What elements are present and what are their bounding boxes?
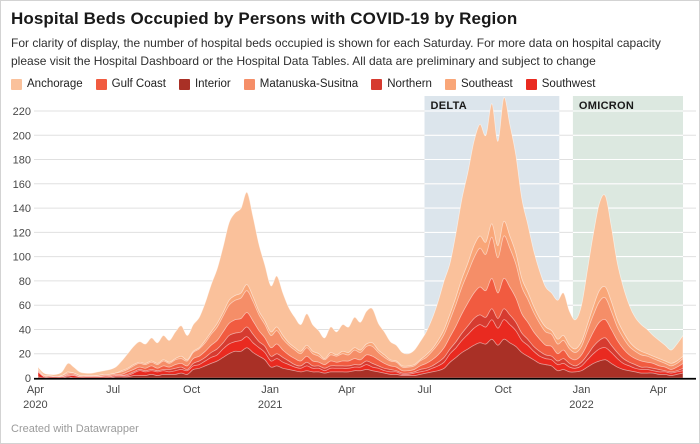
legend-item-matanuska-susitna: Matanuska-Susitna	[243, 78, 359, 91]
legend-label: Matanuska-Susitna	[259, 78, 359, 91]
legend-item-northern: Northern	[371, 78, 432, 90]
highlight-label-omicron: OMICRON	[579, 100, 634, 112]
x-axis-tick-year: 2022	[569, 399, 593, 411]
x-axis-tick-month: Apr	[338, 384, 355, 396]
highlight-labels: DELTA OMICRON	[431, 100, 634, 112]
legend-item-interior: Interior	[178, 78, 231, 91]
x-axis-tick-month: Jul	[106, 384, 120, 396]
stacked-areas	[37, 97, 684, 379]
legend: Anchorage Gulf Coast Interior Matanuska-Sus…	[11, 78, 691, 90]
y-axis-tick-label: 200	[13, 130, 31, 142]
y-axis-tick-label: 80	[19, 276, 31, 288]
y-axis-tick-label: 20	[19, 349, 31, 361]
legend-swatch	[178, 78, 190, 90]
legend-swatch	[371, 78, 383, 90]
y-axis-labels: 0 20 40 60 80 100 120 140 160 180 200 220	[13, 106, 31, 385]
x-axis-tick-month: Oct	[494, 384, 511, 396]
x-axis-labels: Apr 2020 Jul Oct Jan 2021 Apr Jul Oct Jan 2022 Apr	[23, 384, 667, 411]
area-interior	[37, 338, 684, 379]
chart-header: Hospital Beds Occupied by Persons with C…	[11, 8, 691, 90]
x-axis-tick-month: Jul	[417, 384, 431, 396]
legend-item-anchorage: Anchorage	[11, 78, 83, 90]
chart-description: For clarity of display, the number of ho…	[11, 36, 661, 68]
legend-swatch	[444, 78, 456, 90]
chart-svg[interactable]: 0 20 40 60 80 100 120 140 160 180 200 220 DELTA OMICR…	[1, 89, 700, 419]
y-axis-tick-label: 0	[25, 373, 31, 385]
attribution: Created with Datawrapper	[11, 423, 139, 435]
legend-label: Interior	[194, 78, 231, 91]
y-axis-tick-label: 140	[13, 203, 31, 215]
x-axis-tick-month: Jan	[261, 384, 279, 396]
legend-item-southeast: Southeast	[444, 78, 513, 91]
x-axis-tick-year: 2020	[23, 399, 47, 411]
chart-area: 0 20 40 60 80 100 120 140 160 180 200 220 DELTA OMICR…	[1, 89, 700, 419]
y-axis-tick-label: 160	[13, 179, 31, 191]
y-axis-tick-label: 220	[13, 106, 31, 118]
x-axis-tick-month: Apr	[27, 384, 44, 396]
y-axis-tick-label: 60	[19, 300, 31, 312]
legend-label: Gulf Coast	[111, 78, 166, 91]
legend-label: Anchorage	[27, 78, 83, 91]
legend-swatch	[11, 78, 22, 90]
legend-label: Southwest	[541, 78, 596, 91]
legend-item-gulf-coast: Gulf Coast	[95, 78, 166, 91]
chart-title: Hospital Beds Occupied by Persons with C…	[11, 9, 518, 28]
legend-swatch	[525, 78, 537, 90]
x-axis-tick-month: Jan	[573, 384, 591, 396]
x-axis-tick-month: Apr	[650, 384, 667, 396]
y-axis-tick-label: 40	[19, 325, 31, 337]
x-axis-tick-year: 2021	[258, 399, 282, 411]
legend-swatch	[95, 78, 107, 90]
highlight-label-delta: DELTA	[431, 100, 468, 112]
legend-swatch	[243, 78, 255, 90]
x-axis-tick-month: Oct	[183, 384, 200, 396]
y-axis-tick-label: 100	[13, 252, 31, 264]
legend-item-southwest: Southwest	[525, 78, 596, 91]
legend-label: Northern	[387, 78, 432, 91]
legend-label: Southeast	[460, 78, 513, 91]
y-axis-tick-label: 180	[13, 155, 31, 167]
y-axis-tick-label: 120	[13, 227, 31, 239]
